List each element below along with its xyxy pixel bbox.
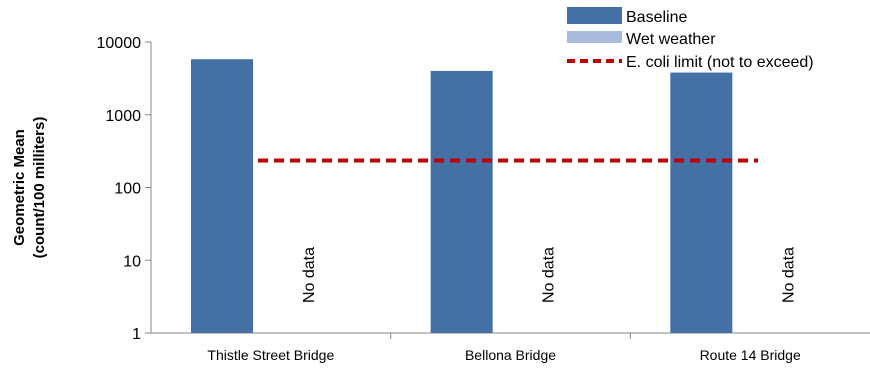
y-axis-title-line-1: Geometric Mean [11, 129, 28, 246]
no-data-label: No data [301, 247, 318, 303]
y-tick-label: 1 [132, 326, 141, 343]
category-labels: Thistle Street Bridge Bellona Bridge Route… [207, 347, 801, 363]
bars [191, 59, 733, 334]
legend: Baseline Wet weather E. coli limit (not to… [567, 7, 814, 71]
category-label: Bellona Bridge [465, 347, 556, 363]
no-data-label: No data [541, 247, 558, 303]
y-tick-label: 10000 [97, 35, 142, 52]
bar-baseline [430, 70, 493, 333]
bar-baseline [670, 72, 733, 333]
axes [150, 42, 870, 339]
legend-swatch-wet-weather [567, 31, 622, 43]
y-tick-label: 1000 [105, 108, 141, 125]
y-tick-label: 100 [114, 181, 141, 198]
legend-swatch-baseline [567, 7, 622, 24]
y-axis-title: Geometric Mean (count/100 milliters) [11, 117, 48, 259]
legend-label-baseline: Baseline [626, 9, 687, 26]
legend-label-limit: E. coli limit (not to exceed) [626, 54, 814, 71]
bar-baseline [191, 59, 253, 334]
y-axis-title-line-2: (count/100 milliters) [31, 117, 48, 259]
no-data-label: No data [780, 247, 797, 303]
y-tick-label: 10 [123, 253, 141, 270]
no-data-labels: No data No data No data [301, 247, 797, 303]
category-label: Route 14 Bridge [700, 347, 801, 363]
legend-label-wet-weather: Wet weather [626, 31, 716, 48]
category-label: Thistle Street Bridge [207, 347, 334, 363]
y-ticks: 1 10 100 1000 10000 [97, 35, 151, 343]
